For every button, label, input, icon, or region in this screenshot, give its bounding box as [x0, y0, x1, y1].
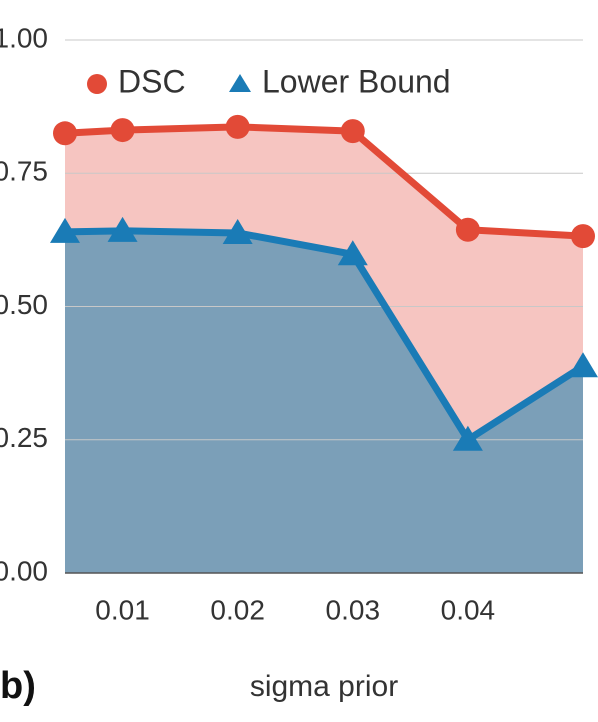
- area: [65, 230, 583, 573]
- legend-label: Lower Bound: [262, 63, 451, 99]
- marker: [50, 217, 80, 243]
- legend-label: DSC: [118, 63, 186, 99]
- y-tick-label: 0.50: [0, 289, 48, 320]
- y-tick-label: 0.00: [0, 555, 48, 586]
- y-tick-label: 0.25: [0, 422, 48, 453]
- y-tick-label: 1.00: [0, 22, 48, 53]
- x-tick-label: 0.04: [441, 594, 496, 625]
- marker: [107, 216, 138, 242]
- marker: [337, 240, 368, 266]
- marker: [340, 119, 365, 144]
- legend-marker: [229, 74, 251, 92]
- marker: [225, 114, 250, 139]
- x-tick-label: 0.03: [326, 594, 381, 625]
- marker: [452, 425, 483, 451]
- y-tick-label: 0.75: [0, 156, 48, 187]
- line: [64, 227, 585, 444]
- x-tick-label: 0.02: [210, 594, 265, 625]
- marker: [110, 118, 135, 143]
- marker: [455, 217, 480, 242]
- panel-label: b): [0, 665, 36, 707]
- marker: [53, 121, 77, 146]
- marker: [222, 218, 253, 244]
- x-tick-label: 0.01: [95, 594, 150, 625]
- marker: [571, 224, 595, 249]
- marker: [568, 352, 598, 378]
- x-axis-label: sigma prior: [250, 670, 398, 703]
- legend-marker: [87, 74, 107, 94]
